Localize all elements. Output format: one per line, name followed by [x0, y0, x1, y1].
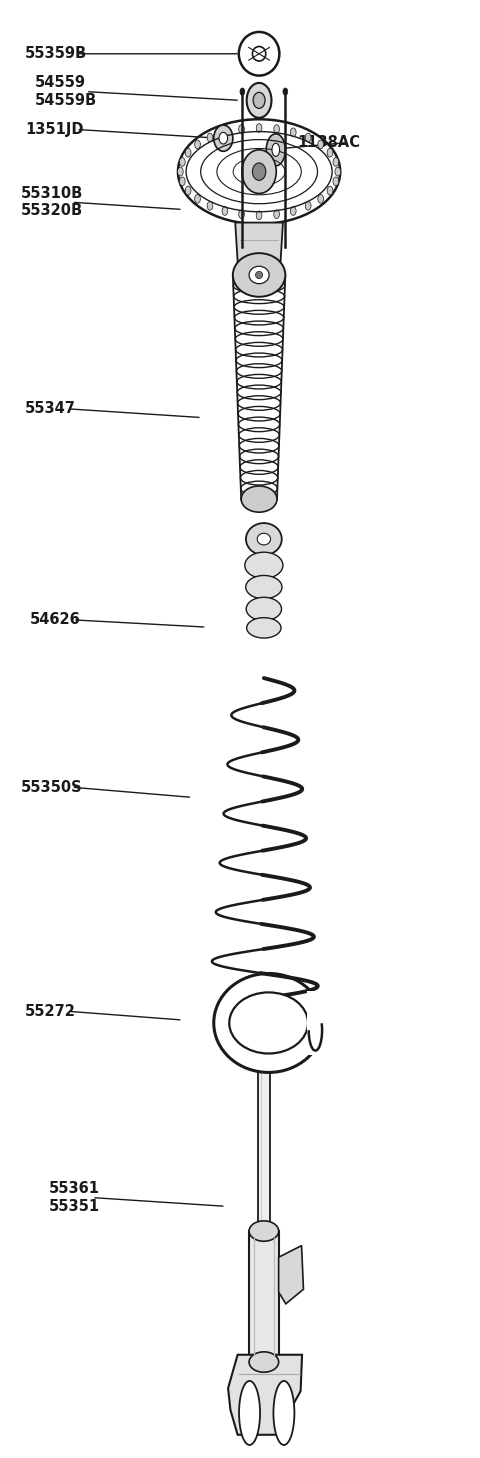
Ellipse shape [333, 157, 339, 166]
Ellipse shape [195, 140, 200, 149]
Polygon shape [253, 555, 275, 631]
Ellipse shape [239, 210, 244, 219]
Ellipse shape [245, 553, 283, 579]
Text: 1138AC: 1138AC [297, 136, 360, 150]
Ellipse shape [214, 974, 324, 1073]
Ellipse shape [246, 523, 282, 555]
Ellipse shape [207, 133, 213, 141]
Ellipse shape [318, 194, 324, 203]
Ellipse shape [185, 187, 191, 195]
Polygon shape [307, 991, 331, 1056]
Text: 55361
55351: 55361 55351 [49, 1181, 100, 1213]
Ellipse shape [207, 201, 213, 210]
Ellipse shape [256, 124, 262, 133]
Ellipse shape [327, 149, 333, 157]
Ellipse shape [305, 133, 311, 141]
Ellipse shape [257, 534, 271, 545]
Ellipse shape [252, 47, 266, 61]
Circle shape [239, 1381, 260, 1445]
Polygon shape [235, 223, 283, 293]
Ellipse shape [247, 83, 272, 118]
Circle shape [274, 1381, 294, 1445]
Polygon shape [228, 1354, 302, 1435]
Ellipse shape [239, 125, 244, 134]
Ellipse shape [233, 254, 285, 297]
Ellipse shape [249, 1220, 279, 1241]
Ellipse shape [247, 618, 281, 639]
Ellipse shape [246, 598, 281, 621]
Ellipse shape [178, 168, 183, 176]
Text: 55350S: 55350S [21, 780, 82, 795]
Ellipse shape [274, 210, 279, 219]
Text: 1351JD: 1351JD [25, 122, 84, 137]
Ellipse shape [252, 163, 266, 181]
Ellipse shape [180, 157, 185, 166]
Ellipse shape [327, 187, 333, 195]
Ellipse shape [335, 168, 341, 176]
Text: 55359B: 55359B [25, 47, 87, 61]
Ellipse shape [222, 207, 228, 216]
Polygon shape [233, 276, 285, 499]
Ellipse shape [195, 194, 200, 203]
Ellipse shape [214, 125, 233, 152]
Polygon shape [249, 1231, 279, 1362]
Ellipse shape [258, 1047, 270, 1059]
Ellipse shape [318, 140, 324, 149]
Text: 54559
54559B: 54559 54559B [35, 76, 97, 108]
Ellipse shape [246, 576, 282, 599]
Ellipse shape [283, 87, 288, 95]
Ellipse shape [274, 125, 279, 134]
Text: 54626: 54626 [30, 612, 81, 627]
Ellipse shape [222, 128, 228, 137]
Ellipse shape [256, 211, 262, 220]
Ellipse shape [239, 32, 279, 76]
Ellipse shape [180, 176, 185, 185]
Text: 55310B
55320B: 55310B 55320B [21, 187, 83, 219]
Ellipse shape [249, 267, 269, 284]
Polygon shape [279, 1245, 303, 1303]
Ellipse shape [242, 150, 276, 194]
Ellipse shape [229, 993, 308, 1054]
Ellipse shape [305, 201, 311, 210]
Ellipse shape [185, 149, 191, 157]
Ellipse shape [255, 271, 263, 278]
Ellipse shape [240, 87, 245, 95]
Polygon shape [258, 1053, 270, 1231]
Ellipse shape [253, 92, 265, 108]
Ellipse shape [272, 143, 280, 156]
Ellipse shape [178, 120, 340, 225]
Ellipse shape [241, 486, 277, 512]
Ellipse shape [333, 176, 339, 185]
Text: 55272: 55272 [25, 1003, 76, 1019]
Ellipse shape [266, 134, 285, 166]
Ellipse shape [219, 133, 228, 144]
Ellipse shape [290, 128, 296, 137]
Ellipse shape [290, 207, 296, 216]
Text: 55347: 55347 [25, 401, 76, 417]
Ellipse shape [249, 1352, 279, 1372]
